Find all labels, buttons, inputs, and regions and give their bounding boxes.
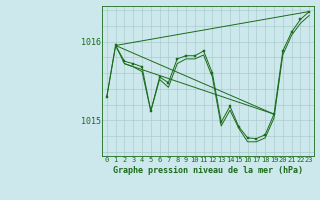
X-axis label: Graphe pression niveau de la mer (hPa): Graphe pression niveau de la mer (hPa) — [113, 166, 303, 175]
